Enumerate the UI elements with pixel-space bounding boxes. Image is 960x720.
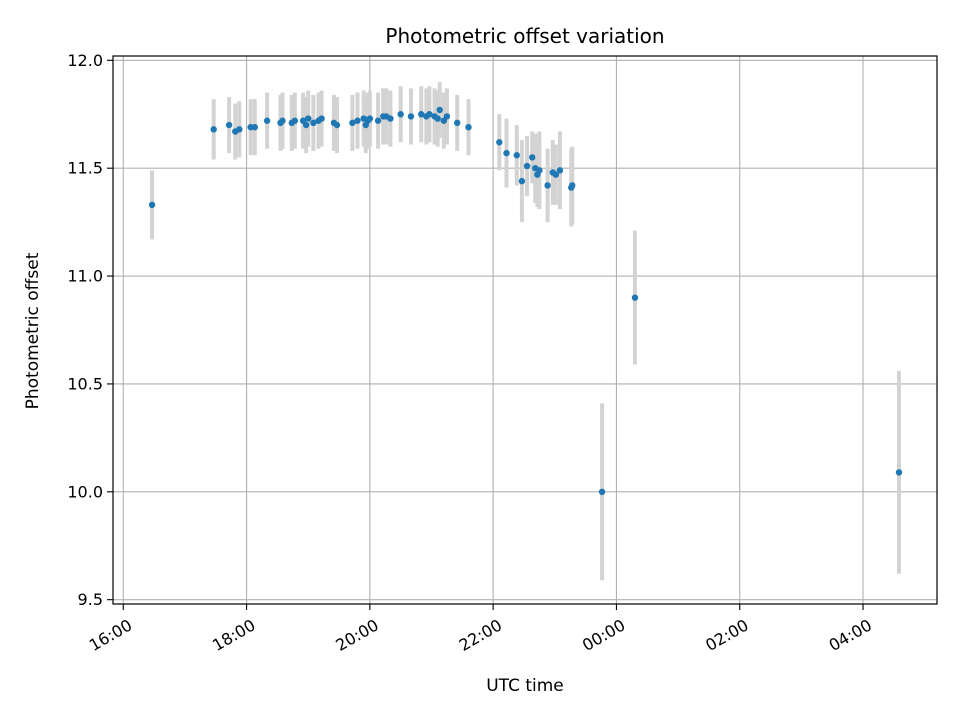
data-point [210, 126, 217, 133]
data-point [366, 115, 374, 122]
y-tick-label: 10.5 [67, 374, 103, 393]
data-point [418, 111, 425, 118]
data-point [349, 119, 356, 127]
data-point [528, 154, 536, 161]
data-point [569, 182, 576, 189]
data-point [434, 115, 441, 122]
data-point [523, 162, 531, 170]
y-tick-label: 11.0 [67, 267, 103, 286]
data-point [465, 123, 472, 131]
plot-frame [112, 55, 938, 605]
data-point [443, 113, 451, 120]
data-point [556, 167, 564, 174]
data-point [631, 294, 639, 301]
x-axis-label: UTC time [486, 676, 564, 696]
data-point [407, 113, 415, 120]
data-point [333, 121, 341, 129]
data-point [426, 111, 433, 118]
data-point [436, 106, 443, 114]
data-point [374, 117, 382, 124]
data-point [453, 119, 461, 127]
y-tick-label: 9.5 [78, 590, 103, 609]
data-point [544, 182, 551, 189]
grid [113, 56, 937, 604]
data-point [263, 117, 271, 124]
data-point [513, 152, 520, 159]
data-point [496, 139, 503, 146]
data-point [598, 488, 606, 496]
y-tick-label: 10.0 [67, 482, 103, 501]
y-axis-label: Photometric offset [23, 252, 43, 409]
data-point [302, 121, 310, 129]
y-tick-label: 12.0 [67, 51, 103, 70]
data-point [503, 149, 510, 157]
data-point [279, 117, 286, 124]
data-point [318, 115, 325, 122]
data-point [251, 123, 258, 131]
data-point [148, 201, 156, 209]
data-points [148, 106, 903, 496]
data-point [305, 115, 312, 122]
data-point [310, 119, 317, 127]
data-point [291, 117, 299, 124]
data-point [552, 171, 560, 178]
data-point [397, 111, 404, 118]
y-axis-ticks: 9.5 10.0 10.5 11.0 11.5 12.0 [67, 51, 113, 609]
data-point [518, 177, 526, 185]
data-point [236, 126, 243, 133]
data-point [225, 121, 233, 129]
data-point [354, 117, 361, 124]
y-tick-label: 11.5 [67, 159, 103, 178]
chart-title: Photometric offset variation [385, 24, 664, 48]
data-point [536, 167, 543, 174]
data-point [895, 469, 903, 476]
data-point [387, 115, 394, 122]
